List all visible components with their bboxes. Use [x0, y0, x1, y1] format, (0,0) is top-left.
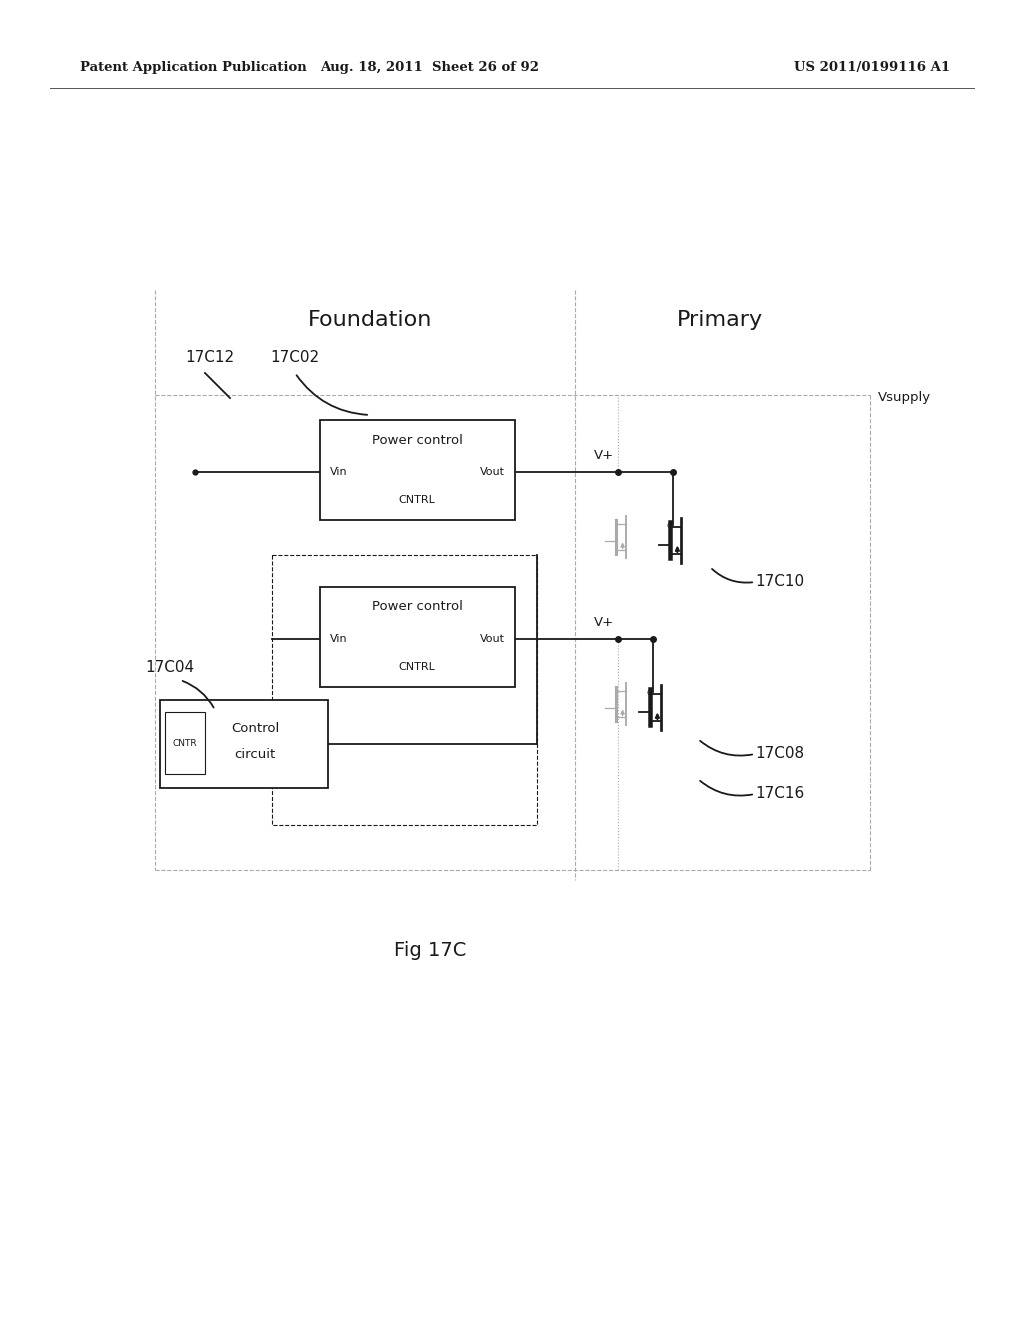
FancyArrowPatch shape — [700, 741, 753, 755]
Text: 17C02: 17C02 — [270, 351, 319, 366]
Text: V+: V+ — [594, 449, 614, 462]
Bar — [160, 700, 328, 788]
Text: CNTRL: CNTRL — [398, 663, 435, 672]
Text: 17C10: 17C10 — [755, 574, 804, 590]
FancyArrowPatch shape — [297, 375, 368, 414]
Text: Vout: Vout — [480, 467, 505, 477]
Text: CNTRL: CNTRL — [398, 495, 435, 506]
FancyArrowPatch shape — [182, 681, 214, 708]
Text: 17C12: 17C12 — [185, 351, 234, 366]
Text: Aug. 18, 2011  Sheet 26 of 92: Aug. 18, 2011 Sheet 26 of 92 — [321, 62, 540, 74]
Text: Power control: Power control — [372, 601, 463, 614]
Bar — [165, 711, 205, 774]
Text: circuit: circuit — [234, 748, 275, 762]
Text: Vout: Vout — [480, 634, 505, 644]
Bar — [319, 587, 515, 686]
Text: Vin: Vin — [330, 634, 347, 644]
Bar — [319, 420, 515, 520]
Text: Vin: Vin — [330, 467, 347, 477]
Text: d: d — [646, 688, 652, 697]
Text: Vsupply: Vsupply — [878, 391, 931, 404]
Bar — [272, 554, 537, 825]
Text: US 2011/0199116 A1: US 2011/0199116 A1 — [794, 62, 950, 74]
Text: Primary: Primary — [677, 310, 763, 330]
Text: Power control: Power control — [372, 433, 463, 446]
Text: 17C08: 17C08 — [755, 747, 804, 762]
Text: Fig 17C: Fig 17C — [394, 940, 466, 960]
FancyArrowPatch shape — [712, 569, 753, 582]
FancyArrowPatch shape — [700, 781, 753, 796]
Text: Foundation: Foundation — [308, 310, 432, 330]
Text: 17C16: 17C16 — [755, 787, 804, 801]
Text: 17C04: 17C04 — [145, 660, 195, 676]
Text: d: d — [667, 521, 672, 531]
Text: Patent Application Publication: Patent Application Publication — [80, 62, 307, 74]
Text: Control: Control — [230, 722, 280, 734]
Text: V+: V+ — [594, 616, 614, 630]
Text: CNTR: CNTR — [173, 738, 198, 747]
